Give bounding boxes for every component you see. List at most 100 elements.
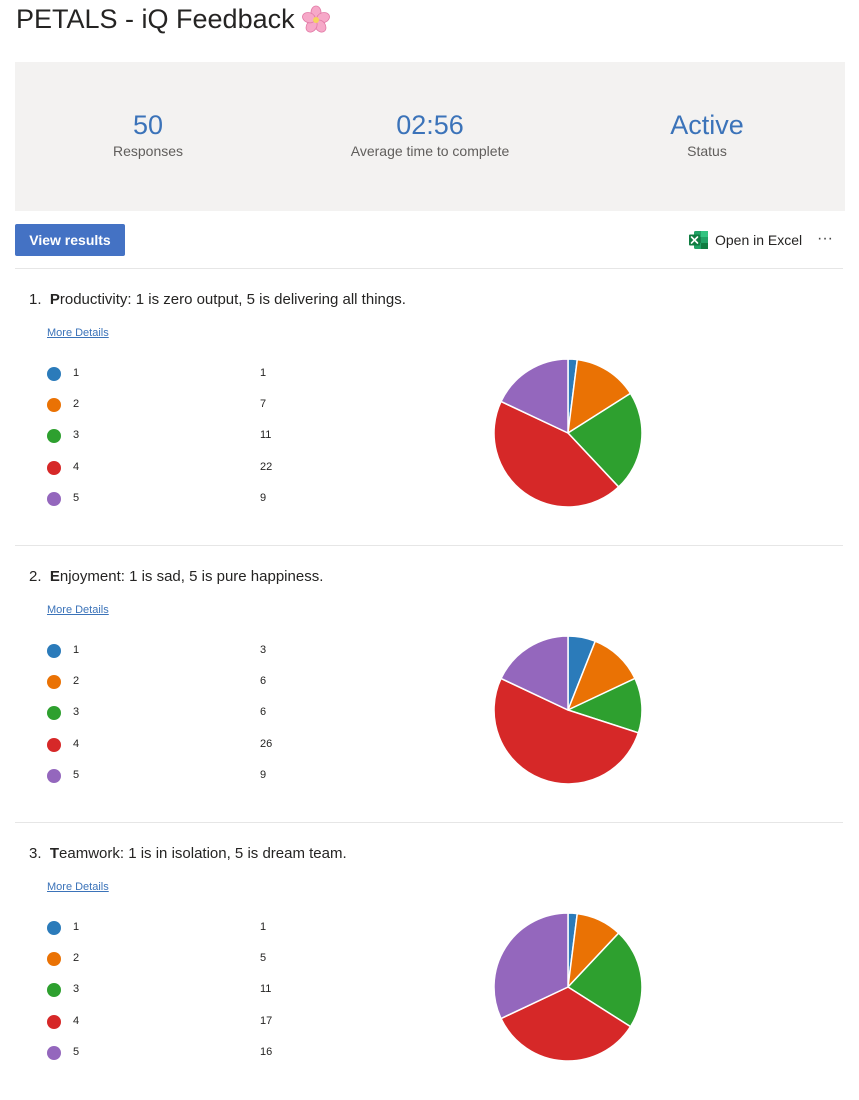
pie-slice-5[interactable] — [500, 358, 569, 435]
question-number: 3. — [29, 845, 42, 862]
question-title-text: roductivity: 1 is zero output, 5 is deli… — [59, 291, 406, 308]
legend-count: 11 — [260, 429, 272, 441]
legend-label: 3 — [73, 706, 80, 718]
legend-dot — [47, 429, 61, 443]
legend-dot — [47, 398, 61, 412]
legend-dot — [47, 738, 61, 752]
pie-slice-5[interactable] — [500, 635, 569, 712]
question-1: 1. Productivity: 1 is zero output, 5 is … — [0, 269, 859, 546]
legend-dot — [47, 461, 61, 475]
legend-label: 1 — [73, 367, 80, 379]
question-title-lead: T — [49, 845, 60, 862]
open-in-excel-label: Open in Excel — [715, 232, 803, 248]
form-title: PETALS - iQ Feedback — [16, 4, 331, 35]
legend-label: 4 — [73, 738, 80, 750]
legend-label: 1 — [73, 644, 80, 656]
legend-dot — [47, 492, 61, 506]
status-stat: Active Status — [577, 108, 837, 159]
legend-count: 7 — [260, 398, 267, 410]
legend-label: 2 — [73, 952, 80, 964]
pie-slice-2[interactable] — [567, 358, 632, 435]
question-3: 3. Teamwork: 1 is in isolation, 5 is dre… — [0, 823, 859, 1100]
pie-slice-3[interactable] — [566, 392, 643, 489]
legend-dot — [47, 644, 61, 658]
legend-dot — [47, 769, 61, 783]
legend-count: 16 — [260, 1046, 273, 1058]
legend-count: 17 — [260, 1015, 273, 1027]
pie-chart — [493, 635, 643, 785]
legend-dot — [47, 706, 61, 720]
legend-item: 5 9 — [47, 766, 287, 786]
pie-chart — [493, 912, 643, 1062]
legend-item: 1 1 — [47, 918, 287, 938]
legend-label: 2 — [73, 675, 80, 687]
legend-dot — [47, 1046, 61, 1060]
responses-label: Responses — [112, 143, 184, 159]
legend-item: 4 22 — [47, 458, 287, 478]
legend-item: 1 3 — [47, 641, 287, 661]
legend-count: 9 — [260, 769, 267, 781]
legend-label: 4 — [73, 1015, 80, 1027]
legend-dot — [47, 921, 61, 935]
legend-item: 3 11 — [47, 426, 287, 446]
excel-icon — [689, 231, 708, 249]
status-label: Status — [687, 143, 727, 159]
responses-count: 50 — [132, 110, 164, 140]
question-title-text: njoyment: 1 is sad, 5 is pure happiness. — [59, 568, 324, 585]
legend-dot — [47, 675, 61, 689]
legend-item: 2 5 — [47, 949, 287, 969]
more-details-link[interactable]: More Details — [47, 327, 109, 339]
legend-label: 4 — [73, 461, 80, 473]
legend-label: 5 — [73, 492, 80, 504]
view-results-button[interactable]: View results — [15, 224, 125, 256]
legend-count: 1 — [260, 367, 267, 379]
legend-count: 3 — [260, 644, 267, 656]
legend-label: 2 — [73, 398, 80, 410]
legend-count: 6 — [260, 675, 267, 687]
question-title-lead: P — [49, 291, 60, 308]
legend-label: 1 — [73, 921, 80, 933]
legend-count: 6 — [260, 706, 267, 718]
question-title: 2. Enjoyment: 1 is sad, 5 is pure happin… — [29, 568, 323, 585]
more-details-link[interactable]: More Details — [47, 604, 109, 616]
legend-dot — [47, 367, 61, 381]
legend-count: 22 — [260, 461, 273, 473]
legend-item: 5 16 — [47, 1043, 287, 1063]
legend-label: 5 — [73, 1046, 80, 1058]
question-2: 2. Enjoyment: 1 is sad, 5 is pure happin… — [0, 546, 859, 823]
legend-count: 11 — [260, 983, 272, 995]
question-title-text: eamwork: 1 is in isolation, 5 is dream t… — [59, 845, 347, 862]
open-in-excel-button[interactable]: Open in Excel — [688, 229, 802, 251]
divider — [15, 545, 843, 546]
question-title: 3. Teamwork: 1 is in isolation, 5 is dre… — [29, 845, 347, 862]
divider — [15, 822, 843, 823]
legend-item: 2 7 — [47, 395, 287, 415]
more-details-link[interactable]: More Details — [47, 881, 109, 893]
legend-item: 3 6 — [47, 703, 287, 723]
legend-count: 26 — [260, 738, 273, 750]
legend-item: 3 11 — [47, 980, 287, 1000]
question-number: 1. — [29, 291, 42, 308]
legend-label: 3 — [73, 983, 80, 995]
legend-item: 2 6 — [47, 672, 287, 692]
pie-chart — [493, 358, 643, 508]
pie-slice-5[interactable] — [493, 912, 569, 1020]
legend-dot — [47, 952, 61, 966]
question-title-lead: E — [49, 568, 60, 585]
legend-dot — [47, 983, 61, 997]
average-time-value: 02:56 — [396, 110, 464, 140]
pie-slice-4[interactable] — [493, 400, 620, 508]
legend-label: 5 — [73, 769, 80, 781]
legend-item: 1 1 — [47, 364, 287, 384]
legend-item: 4 17 — [47, 1012, 287, 1032]
pie-slice-4[interactable] — [500, 986, 632, 1062]
more-options-button[interactable]: ··· — [817, 230, 833, 247]
question-number: 2. — [29, 568, 42, 585]
divider — [15, 268, 843, 269]
question-title: 1. Productivity: 1 is zero output, 5 is … — [29, 291, 406, 308]
legend-item: 5 9 — [47, 489, 287, 509]
pie-slice-3[interactable] — [566, 931, 643, 1028]
legend-item: 4 26 — [47, 735, 287, 755]
pie-slice-4[interactable] — [493, 677, 640, 785]
form-title-text: PETALS - iQ Feedback — [16, 4, 295, 34]
